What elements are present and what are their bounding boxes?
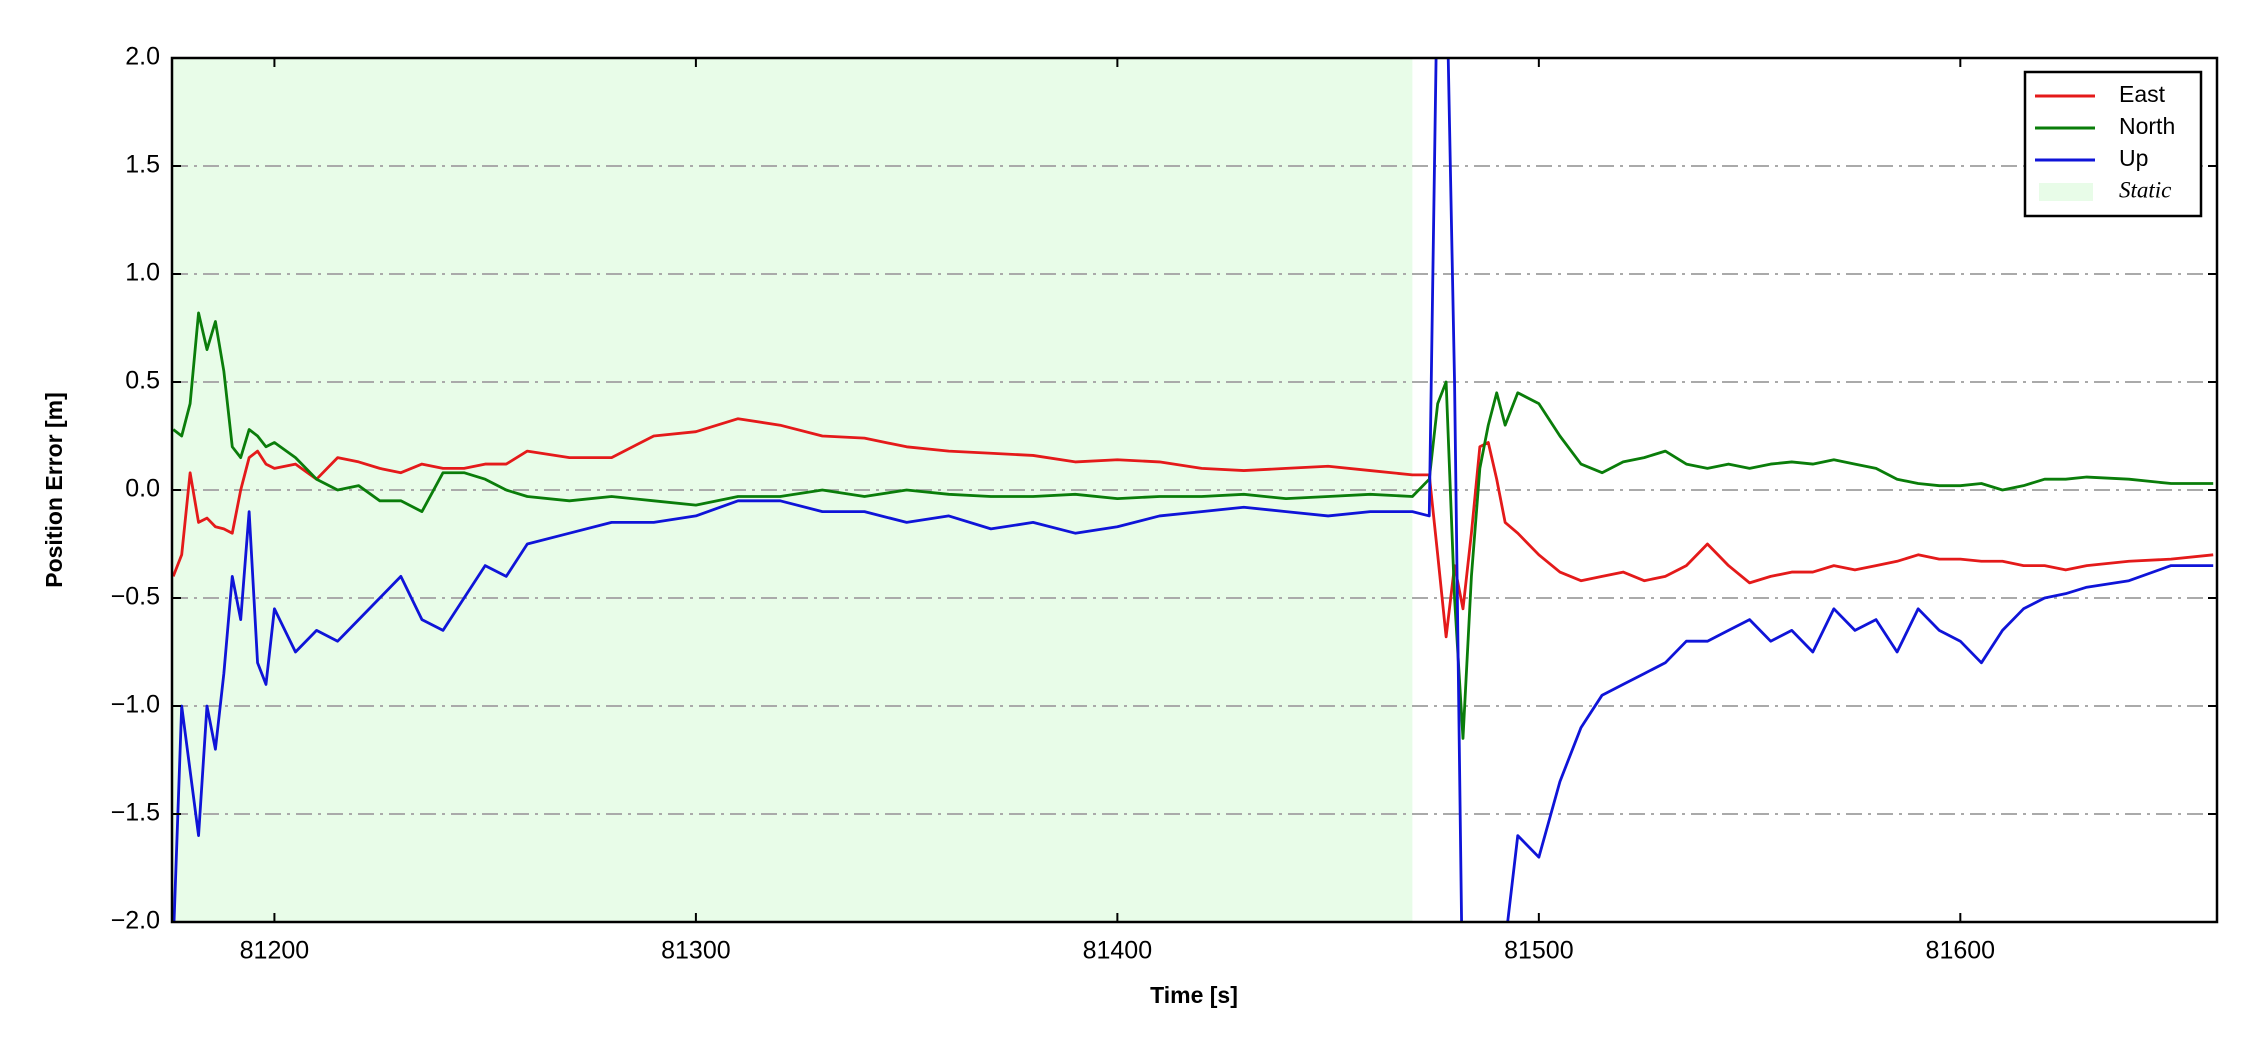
legend: East North Up Static [2023,70,2203,218]
lines [172,58,2214,922]
y-tick-label: 2.0 [125,43,160,71]
legend-label: North [2119,113,2175,139]
series-line [172,58,2214,922]
x-tick-label: 81400 [1083,937,1153,965]
y-axis-label: Position Error [m] [41,392,67,588]
x-tick-label: 81200 [240,937,310,965]
series-line [172,417,2214,639]
y-tick-label: −2.0 [111,907,160,935]
y-tick-label: 0.5 [125,367,160,395]
legend-label: Static [2119,177,2171,202]
y-tick-label: 0.0 [125,475,160,503]
legend-swatch [2039,183,2093,201]
y-tick-label: −1.0 [111,691,160,719]
y-tick-label: 1.0 [125,259,160,287]
y-tick-label: −0.5 [111,583,160,611]
x-tick-label: 81500 [1504,937,1574,965]
legend-label: Up [2119,145,2148,171]
series-line [172,311,2214,740]
x-tick-label: 81600 [1926,937,1996,965]
legend-label: East [2119,81,2166,107]
y-tick-label: −1.5 [111,799,160,827]
x-axis-label: Time [s] [1150,982,1238,1008]
ticks: −2.0 −1.5 −1.0 −0.5 0.0 0.5 1.0 1.5 2.0 81200 8130… [111,43,2217,965]
x-tick-label: 81300 [661,937,731,965]
y-tick-label: 1.5 [125,151,160,179]
